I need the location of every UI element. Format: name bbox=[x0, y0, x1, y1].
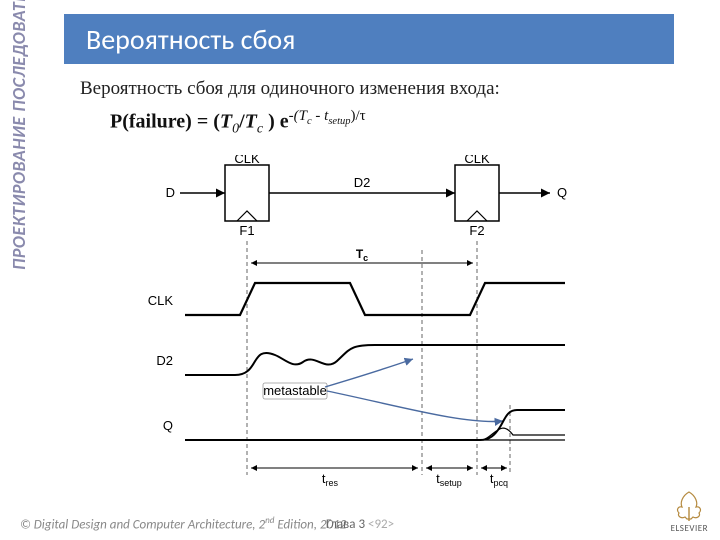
meta-arrow1 bbox=[325, 359, 413, 387]
tres-text: tres bbox=[322, 471, 339, 488]
ff-f1 bbox=[225, 165, 269, 221]
footer-center-a: Глава 3 bbox=[326, 517, 368, 532]
exp-end: )/τ bbox=[351, 108, 366, 124]
probability-formula: P(failure) = (T0/Tc ) e-(Tc - tsetup)/τ bbox=[110, 108, 680, 138]
q-waveform bbox=[185, 410, 565, 440]
slide-title: Вероятность сбоя bbox=[86, 22, 295, 57]
metastable-text: metastable bbox=[263, 383, 327, 398]
d2-label: D2 bbox=[354, 175, 371, 190]
exp-mid: - t bbox=[312, 108, 329, 124]
f1-label: F1 bbox=[239, 223, 254, 238]
formula-eq: = ( bbox=[192, 111, 220, 133]
d2-waveform bbox=[185, 345, 565, 375]
formula-close: ) e bbox=[263, 111, 289, 133]
f1-clk-triangle bbox=[237, 211, 257, 221]
elsevier-logo: ELSEVIER bbox=[671, 489, 708, 534]
tpcq-text: tpcq bbox=[490, 471, 508, 488]
footer-center-sn: <92> bbox=[368, 517, 394, 532]
elsevier-label: ELSEVIER bbox=[671, 523, 708, 534]
f2-clk-triangle bbox=[467, 211, 487, 221]
title-bar: Вероятность сбоя bbox=[64, 14, 674, 64]
sidebar-rotated-title: ПРОЕКТИРОВАНИЕ ПОСЛЕДОВАТЕЛЬНОСТНОЙ ЛОГИ… bbox=[8, 0, 30, 270]
footer-chapter: Глава 3 <92> bbox=[326, 517, 394, 532]
f2-label: F2 bbox=[469, 223, 484, 238]
footer-copyright: © Digital Design and Computer Architectu… bbox=[20, 515, 346, 532]
q-waveform-alt bbox=[480, 428, 565, 440]
q-label: Q bbox=[557, 185, 567, 200]
wf-d2-label: D2 bbox=[156, 353, 173, 368]
intro-text: Вероятность сбоя для одиночного изменени… bbox=[80, 78, 680, 100]
wf-q-label: Q bbox=[163, 418, 173, 433]
exp-setup: setup bbox=[328, 116, 350, 127]
formula-exponent: -(Tc - tsetup)/τ bbox=[289, 108, 366, 124]
exp-a: -(T bbox=[289, 108, 307, 124]
tc-text: Tc bbox=[356, 247, 368, 263]
formula-T0: T bbox=[220, 111, 232, 133]
clk-waveform bbox=[185, 283, 565, 315]
f2-clk-label: CLK bbox=[464, 155, 490, 166]
formula-lhs: P(failure) bbox=[110, 111, 192, 133]
d-label: D bbox=[166, 185, 175, 200]
content-area: Вероятность сбоя для одиночного изменени… bbox=[80, 78, 680, 150]
wf-clk-label: CLK bbox=[148, 293, 174, 308]
ff-f2 bbox=[455, 165, 499, 221]
footer-left-a: © Digital Design and Computer Architectu… bbox=[20, 517, 265, 532]
tsetup-text: tsetup bbox=[436, 471, 462, 488]
diagram-svg: CLK F1 CLK F2 D D2 Q Tc CLK D2 metastabl… bbox=[125, 155, 605, 490]
formula-Tc: T bbox=[245, 111, 257, 133]
elsevier-tree-icon bbox=[672, 489, 706, 523]
sidebar-rotated-title-text: ПРОЕКТИРОВАНИЕ ПОСЛЕДОВАТЕЛЬНОСТНОЙ ЛОГИ… bbox=[8, 0, 30, 270]
timing-diagram: CLK F1 CLK F2 D D2 Q Tc CLK D2 metastabl… bbox=[125, 155, 605, 490]
f1-clk-label: CLK bbox=[234, 155, 260, 166]
